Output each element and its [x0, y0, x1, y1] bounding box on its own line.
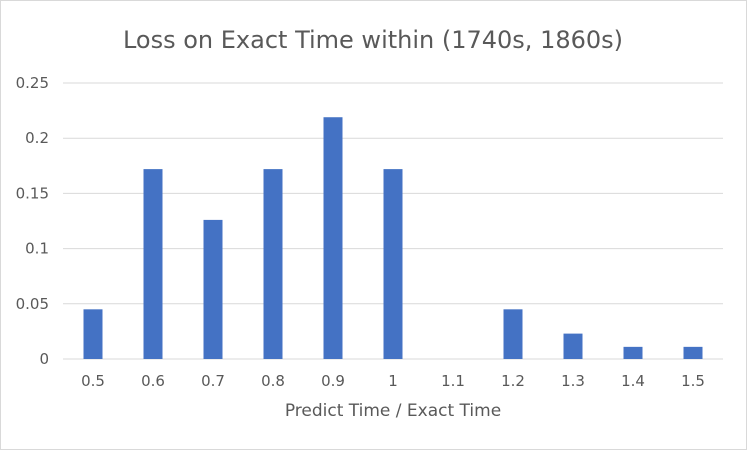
- x-tick-label: 1.3: [561, 372, 585, 390]
- x-tick-label: 0.7: [201, 372, 225, 390]
- x-tick-label: 1.1: [441, 372, 465, 390]
- y-tick-label: 0.25: [16, 74, 49, 92]
- bar-1-5: [683, 346, 703, 359]
- x-tick-label: 0.6: [141, 372, 165, 390]
- x-tick-label: 0.8: [261, 372, 285, 390]
- x-tick-label: 0.9: [321, 372, 345, 390]
- x-tick-label: 1.5: [681, 372, 705, 390]
- bar-0-7: [203, 219, 223, 359]
- y-tick-label: 0.1: [25, 240, 49, 258]
- chart-title: Loss on Exact Time within (1740s, 1860s): [123, 26, 623, 54]
- x-tick-label: 1: [388, 372, 398, 390]
- y-axis-ticks: 0 0.05 0.1 0.15 0.2 0.25: [16, 74, 49, 368]
- bar-0-8: [263, 169, 283, 359]
- y-tick-label: 0: [39, 350, 49, 368]
- bar-0-6: [143, 169, 163, 359]
- x-tick-label: 0.5: [81, 372, 105, 390]
- x-axis-ticks: 0.5 0.6 0.7 0.8 0.9 1 1.1 1.2 1.3 1.4 1.5: [81, 372, 705, 390]
- bar-1-4: [623, 346, 643, 359]
- bar-0-9: [323, 117, 343, 359]
- y-tick-label: 0.2: [25, 129, 49, 147]
- bars: [83, 117, 703, 359]
- bar-1: [383, 169, 403, 359]
- y-tick-label: 0.15: [16, 184, 49, 202]
- bar-1-2: [503, 309, 523, 359]
- x-tick-label: 1.2: [501, 372, 525, 390]
- y-tick-label: 0.05: [16, 295, 49, 313]
- bar-0-5: [83, 309, 103, 359]
- x-tick-label: 1.4: [621, 372, 645, 390]
- bar-1-3: [563, 333, 583, 359]
- x-axis-label: Predict Time / Exact Time: [285, 401, 501, 421]
